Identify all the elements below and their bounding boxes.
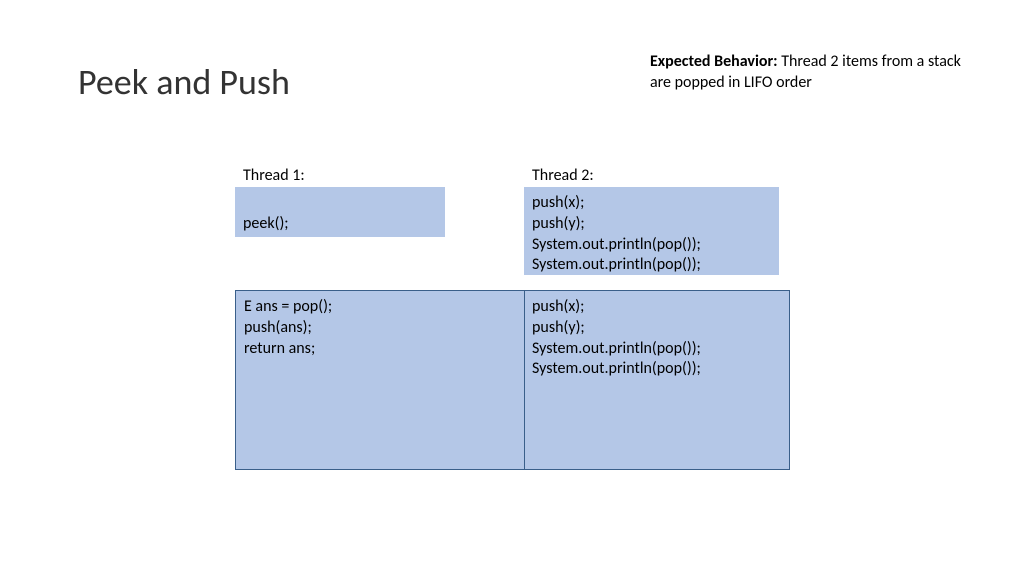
- expanded-box: E ans = pop(); push(ans); return ans; pu…: [235, 290, 790, 470]
- thread2-code-box: push(x); push(y); System.out.println(pop…: [524, 187, 779, 275]
- expanded-right-code: push(x); push(y); System.out.println(pop…: [532, 297, 701, 380]
- expanded-left-code: E ans = pop(); push(ans); return ans;: [244, 297, 332, 359]
- expected-behavior: Expected Behavior: Thread 2 items from a…: [650, 52, 970, 94]
- expanded-divider: [524, 291, 525, 469]
- thread1-label: Thread 1:: [243, 166, 305, 185]
- expected-label: Expected Behavior:: [650, 52, 778, 71]
- thread2-label: Thread 2:: [532, 166, 594, 185]
- thread1-code-box: peek();: [235, 187, 445, 237]
- page-title: Peek and Push: [78, 60, 290, 104]
